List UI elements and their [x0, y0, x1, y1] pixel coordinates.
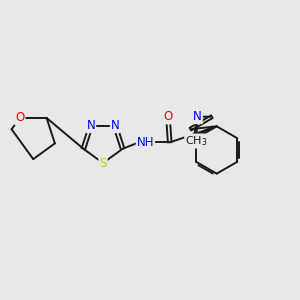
Text: N: N	[193, 110, 202, 123]
Text: S: S	[99, 157, 107, 169]
Text: N: N	[86, 119, 95, 132]
Text: O: O	[164, 110, 173, 123]
Text: N: N	[111, 119, 119, 132]
Text: CH$_3$: CH$_3$	[185, 134, 207, 148]
Text: NH: NH	[137, 136, 154, 149]
Text: O: O	[15, 111, 25, 124]
